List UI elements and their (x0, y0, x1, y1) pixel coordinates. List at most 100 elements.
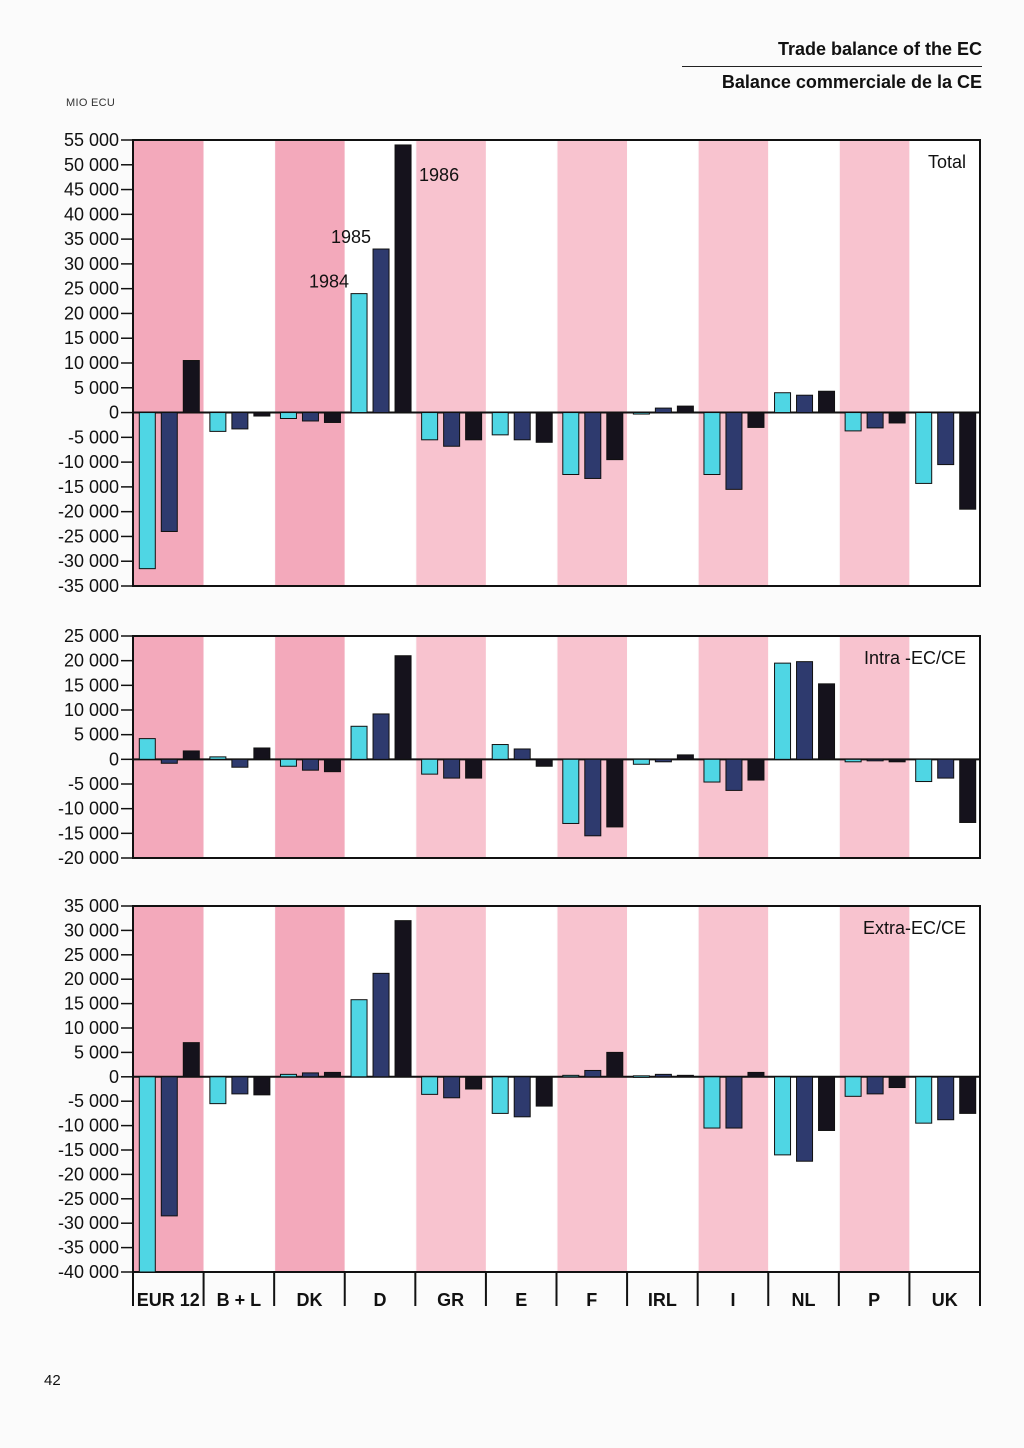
bar-1985-p (866, 758, 884, 762)
country-band (627, 637, 698, 858)
bar-1985-p (866, 1076, 884, 1095)
bar-1986-dk (323, 412, 341, 423)
country-band (627, 141, 698, 586)
bar-1984-eur12 (138, 412, 156, 570)
country-band (275, 637, 345, 858)
title-divider (682, 66, 982, 67)
y-tick-label: -35 000 (58, 576, 119, 596)
bar-1986-nl (818, 683, 836, 760)
panel-title: Total (928, 152, 966, 172)
bar-1986-d (394, 655, 412, 760)
bar-1986-irl (676, 405, 694, 414)
panel-frame (132, 635, 981, 859)
bar-1985-nl (796, 394, 814, 414)
bar-1984-p (844, 758, 862, 763)
bar-1984-uk (915, 1076, 933, 1124)
bar-1985-d (372, 972, 390, 1078)
y-tick-label: 0 (109, 749, 119, 769)
bar-1985-eur12 (160, 1076, 178, 1217)
y-tick-label: -5 000 (68, 427, 119, 447)
y-tick-label: -10 000 (58, 799, 119, 819)
country-band (839, 637, 910, 858)
country-band (275, 141, 345, 586)
bar-1985-irl (654, 758, 672, 763)
panel-title: Extra-EC/CE (863, 918, 966, 938)
category-label: UK (932, 1290, 958, 1310)
bar-1986-eur12 (182, 1042, 200, 1078)
bar-1984-d (350, 725, 368, 760)
bar-1986-f (606, 1051, 624, 1078)
bar-1985-nl (796, 1076, 814, 1162)
bar-1985-f (584, 412, 602, 479)
bar-1984-irl (632, 758, 650, 765)
bar-1986-d (394, 144, 412, 414)
y-tick-label: 25 000 (64, 945, 119, 965)
bar-1984-nl (774, 1076, 792, 1156)
bar-1985-eur12 (160, 758, 178, 764)
bar-1984-f (562, 1074, 580, 1078)
bar-1986-eur12 (182, 750, 200, 760)
bar-1986-e (535, 758, 553, 767)
y-tick-label: 40 000 (64, 204, 119, 224)
bar-1985-uk (937, 1076, 955, 1121)
bar-1984-eur12 (138, 738, 156, 760)
bar-1985-e (513, 1076, 531, 1118)
year-label-1985: 1985 (331, 227, 371, 247)
y-tick-label: -10 000 (58, 1116, 119, 1136)
bar-1984-gr (421, 1076, 439, 1095)
bar-1985-bl (231, 758, 249, 768)
bar-1986-nl (818, 1076, 836, 1131)
bar-1984-bl (209, 756, 227, 760)
y-tick-label: 55 000 (64, 130, 119, 150)
bar-1984-e (491, 1076, 509, 1114)
bar-1986-i (747, 1071, 765, 1078)
country-band (416, 141, 486, 586)
y-tick-label: 50 000 (64, 155, 119, 175)
y-tick-label: 5 000 (74, 725, 119, 745)
y-tick-label: 10 000 (64, 353, 119, 373)
bar-1985-uk (937, 412, 955, 466)
bar-1986-e (535, 1076, 553, 1107)
y-tick-label: -20 000 (58, 848, 119, 868)
y-tick-label: 10 000 (64, 1018, 119, 1038)
unit-label: MIO ECU (66, 97, 116, 109)
bar-1984-dk (279, 412, 297, 420)
bar-1985-irl (654, 1073, 672, 1078)
y-tick-label: 5 000 (74, 378, 119, 398)
bar-1986-e (535, 412, 553, 443)
bar-1984-gr (421, 412, 439, 441)
country-band (485, 141, 557, 586)
y-tick-label: 15 000 (64, 994, 119, 1014)
bar-1984-dk (279, 1073, 297, 1078)
y-tick-label: 25 000 (64, 279, 119, 299)
country-band (768, 141, 839, 586)
bar-1986-nl (818, 390, 836, 414)
bar-1985-i (725, 412, 743, 490)
bar-1984-f (562, 758, 580, 824)
category-label: GR (437, 1290, 464, 1310)
y-tick-label: -10 000 (58, 452, 119, 472)
bar-1984-e (491, 412, 509, 436)
bar-1984-bl (209, 1076, 227, 1105)
y-tick-label: 35 000 (64, 896, 119, 916)
y-tick-label: 5 000 (74, 1042, 119, 1062)
bar-1984-gr (421, 758, 439, 775)
bar-1986-f (606, 758, 624, 828)
y-tick-label: -25 000 (58, 526, 119, 546)
y-tick-label: 30 000 (64, 920, 119, 940)
y-tick-label: 25 000 (64, 626, 119, 646)
bar-1985-gr (443, 758, 461, 779)
y-tick-label: -15 000 (58, 477, 119, 497)
bar-1986-p (888, 412, 906, 424)
bar-1986-bl (253, 1076, 271, 1096)
bar-1986-gr (465, 412, 483, 441)
y-tick-label: 15 000 (64, 328, 119, 348)
y-tick-label: 20 000 (64, 651, 119, 671)
chart-title-french: Balance commerciale de la CE (721, 72, 982, 92)
bar-1985-gr (443, 412, 461, 447)
bar-1984-dk (279, 758, 297, 767)
bar-1984-i (703, 1076, 721, 1129)
bar-1984-p (844, 1076, 862, 1097)
country-band (557, 907, 628, 1272)
category-label: IRL (648, 1290, 677, 1310)
